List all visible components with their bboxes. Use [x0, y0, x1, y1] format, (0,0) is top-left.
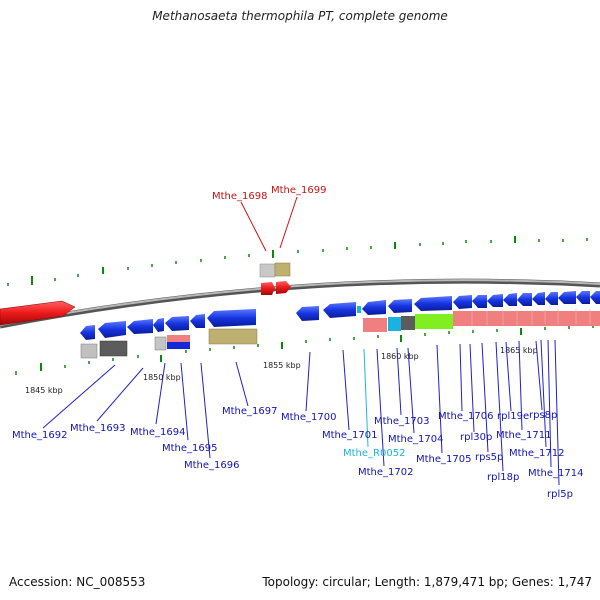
label-rps5p[interactable]: rps5p [475, 452, 503, 463]
gene-1692-arrow[interactable] [80, 325, 95, 340]
gene-rpl18p-arrow[interactable] [503, 293, 517, 306]
gene-1705-arrow[interactable] [414, 296, 452, 311]
label-Mthe_1697[interactable]: Mthe_1697 [222, 406, 278, 417]
gene-1704-arrow[interactable] [388, 299, 412, 313]
gene-1699-arrow[interactable] [276, 281, 291, 294]
genome-backbone [0, 278, 600, 329]
scale-label-1855: 1855 kbp [263, 361, 301, 370]
reverse-leaders [42, 339, 560, 486]
gene-1700-arrow[interactable] [296, 306, 319, 321]
scale-label-1850: 1850 kbp [143, 373, 181, 382]
label-Mthe_1711[interactable]: Mthe_1711 [496, 430, 552, 441]
feature-1697[interactable] [208, 328, 258, 345]
label-Mthe_1694[interactable]: Mthe_1694 [130, 427, 186, 438]
gene-1693-arrow[interactable] [98, 321, 126, 338]
label-Mthe_R0052[interactable]: Mthe_R0052 [343, 448, 405, 459]
gene-1694-arrow[interactable] [127, 319, 153, 334]
feature-cluster-dividers [471, 309, 591, 326]
gene-1711-arrow[interactable] [532, 292, 545, 305]
label-rps8p[interactable]: rps8p [529, 410, 557, 421]
gene-1694b-arrow[interactable] [153, 318, 164, 332]
forward-ticks [7, 236, 588, 286]
feature-1703[interactable] [363, 318, 387, 332]
label-Mthe_1712[interactable]: Mthe_1712 [509, 448, 565, 459]
scale-label-1845: 1845 kbp [25, 386, 63, 395]
feature-1702[interactable] [401, 316, 415, 330]
gene-1699-track[interactable] [274, 262, 291, 277]
gene-1698-track[interactable] [259, 263, 276, 278]
reverse-labels: Mthe_1692 Mthe_1693 Mthe_1694 Mthe_1695 … [12, 406, 584, 500]
feature-1705[interactable] [415, 314, 453, 329]
gene-1697-arrow[interactable] [207, 309, 256, 327]
feature-1693[interactable] [99, 340, 128, 357]
scale-label-1860: 1860 kbp [381, 352, 419, 361]
gene-rpl30p-arrow[interactable] [472, 295, 487, 308]
feature-1695a[interactable] [167, 335, 190, 342]
gene-1712-arrow[interactable] [558, 291, 576, 304]
label-Mthe_1704[interactable]: Mthe_1704 [388, 434, 444, 445]
gene-1701-arrow[interactable] [323, 302, 356, 318]
gene-1698-arrow[interactable] [261, 282, 275, 295]
label-Mthe_1706[interactable]: Mthe_1706 [438, 411, 494, 422]
feature-1704[interactable] [388, 317, 401, 331]
label-Mthe_1692[interactable]: Mthe_1692 [12, 430, 68, 441]
reverse-ticks [15, 325, 594, 375]
label-Mthe_1714[interactable]: Mthe_1714 [528, 468, 584, 479]
gene-1714-arrow[interactable] [576, 291, 590, 304]
gene-1703-arrow[interactable] [362, 300, 386, 315]
label-rpl30p[interactable]: rpl30p [460, 432, 492, 443]
label-Mthe_1698[interactable]: Mthe_1698 [212, 191, 268, 202]
label-Mthe_1699[interactable]: Mthe_1699 [271, 185, 327, 196]
topology-text: Topology: circular; Length: 1,879,471 bp… [262, 575, 592, 589]
feature-1695b[interactable] [167, 342, 190, 349]
label-rpl18p[interactable]: rpl18p [487, 472, 519, 483]
reverse-genes-lane [80, 291, 600, 340]
label-rpl19e[interactable]: rpl19e [497, 411, 529, 422]
gene-rpl19e-arrow[interactable] [517, 293, 532, 306]
rna-leader [363, 348, 369, 448]
map-title: Methanosaeta thermophila PT, complete ge… [152, 9, 448, 23]
label-Mthe_1696[interactable]: Mthe_1696 [184, 460, 240, 471]
rna-R0052-marker[interactable] [357, 306, 361, 313]
label-Mthe_1703[interactable]: Mthe_1703 [374, 416, 430, 427]
label-Mthe_1695[interactable]: Mthe_1695 [162, 443, 218, 454]
label-Mthe_1700[interactable]: Mthe_1700 [281, 412, 337, 423]
gene-rps8p-arrow[interactable] [545, 292, 558, 305]
label-Mthe_1693[interactable]: Mthe_1693 [70, 423, 126, 434]
gene-1706-arrow[interactable] [453, 295, 472, 309]
feature-1694[interactable] [154, 336, 167, 351]
feature-ribosomal-cluster[interactable] [453, 311, 600, 326]
genome-backbone-highlight [0, 279, 600, 326]
gene-rpl5p-arrow[interactable] [590, 291, 600, 304]
forward-leaders [240, 196, 298, 252]
gene-1696-arrow[interactable] [190, 314, 205, 328]
reverse-feature-track [80, 309, 600, 359]
label-Mthe_1705[interactable]: Mthe_1705 [416, 454, 472, 465]
label-Mthe_1702[interactable]: Mthe_1702 [358, 467, 414, 478]
label-rpl5p[interactable]: rpl5p [547, 489, 573, 500]
feature-1692[interactable] [80, 343, 98, 359]
label-Mthe_1701[interactable]: Mthe_1701 [322, 430, 378, 441]
gene-1695-arrow[interactable] [165, 316, 189, 331]
forward-genes-1698-1699 [259, 262, 291, 295]
gene-rps5p-arrow[interactable] [487, 294, 503, 307]
accession-text: Accession: NC_008553 [9, 575, 146, 589]
forward-gene-large[interactable] [0, 300, 76, 326]
